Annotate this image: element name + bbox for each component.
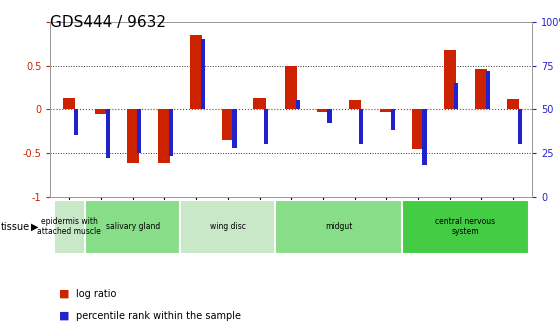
Bar <box>95 109 107 114</box>
Bar <box>137 109 142 153</box>
Text: tissue: tissue <box>1 222 30 232</box>
Bar <box>486 71 490 109</box>
Text: midgut: midgut <box>325 222 352 231</box>
Bar <box>454 83 458 109</box>
Text: epidermis with
attached muscle: epidermis with attached muscle <box>38 217 101 237</box>
Bar <box>158 109 170 163</box>
Text: percentile rank within the sample: percentile rank within the sample <box>76 311 241 321</box>
Bar <box>254 98 265 109</box>
Bar <box>232 109 236 148</box>
Bar <box>475 69 487 109</box>
Text: log ratio: log ratio <box>76 289 116 299</box>
Text: ■: ■ <box>59 311 69 321</box>
Bar <box>200 39 205 109</box>
Text: central nervous
system: central nervous system <box>436 217 496 237</box>
Bar <box>391 109 395 130</box>
Bar <box>85 200 180 254</box>
Bar <box>507 99 519 109</box>
Bar <box>422 109 427 165</box>
Text: ▶: ▶ <box>31 222 38 232</box>
Bar <box>328 109 332 123</box>
Bar <box>359 109 363 144</box>
Bar <box>276 200 402 254</box>
Bar <box>348 100 361 109</box>
Bar <box>180 200 276 254</box>
Bar <box>444 50 456 109</box>
Bar <box>380 109 392 112</box>
Bar <box>285 66 297 109</box>
Bar <box>54 200 85 254</box>
Bar <box>412 109 424 149</box>
Text: ■: ■ <box>59 289 69 299</box>
Bar <box>127 109 139 163</box>
Text: wing disc: wing disc <box>210 222 246 231</box>
Bar <box>169 109 173 156</box>
Bar <box>106 109 110 158</box>
Bar <box>63 98 76 109</box>
Text: salivary gland: salivary gland <box>106 222 160 231</box>
Bar <box>222 109 234 140</box>
Bar <box>402 200 529 254</box>
Bar <box>317 109 329 112</box>
Bar <box>74 109 78 135</box>
Bar <box>264 109 268 144</box>
Bar <box>190 35 202 109</box>
Bar <box>517 109 522 144</box>
Text: GDS444 / 9632: GDS444 / 9632 <box>50 15 166 30</box>
Bar <box>296 100 300 109</box>
